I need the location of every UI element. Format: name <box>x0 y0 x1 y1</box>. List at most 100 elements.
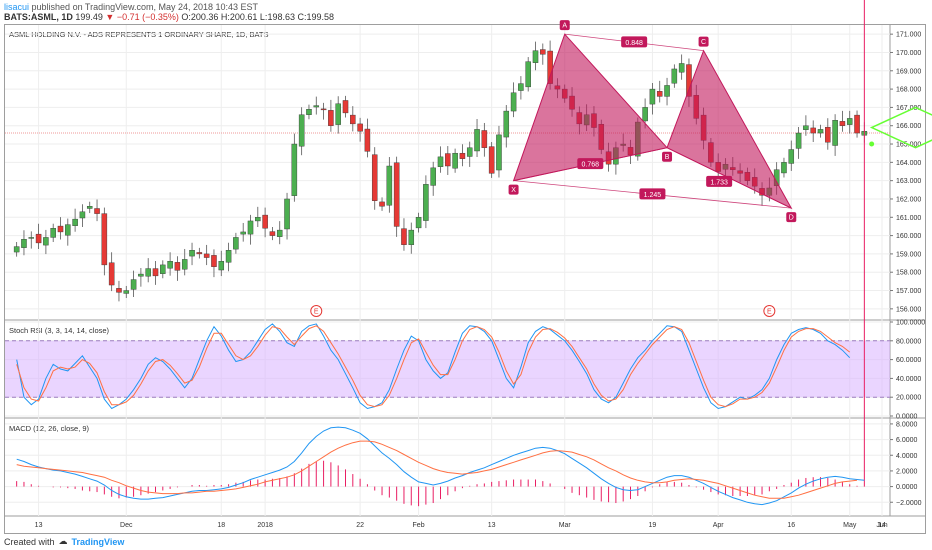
tradingview-brand[interactable]: TradingView <box>71 536 125 547</box>
candle-body <box>57 225 64 233</box>
candle-body <box>94 208 100 214</box>
candle-body <box>306 109 312 115</box>
x-tick-label: 19 <box>649 522 657 529</box>
candle-body <box>138 273 144 277</box>
projection-box <box>869 106 932 149</box>
candle-body <box>167 261 173 269</box>
x-tick-label: 14 <box>878 522 886 529</box>
publisher-line: lisacui published on TradingView.com, Ma… <box>4 2 258 12</box>
candle-body <box>488 146 495 174</box>
candle-body <box>174 262 181 271</box>
x-tick-label: Feb <box>413 522 425 529</box>
candle-body <box>262 214 268 229</box>
projection-dot <box>869 141 875 147</box>
candle-body <box>649 88 656 105</box>
tradingview-logo-icon: ☁ <box>58 536 68 546</box>
x-tick-label: 13 <box>488 522 496 529</box>
candle-body <box>218 261 225 271</box>
earnings-marker-label: E <box>314 309 319 316</box>
candle-body <box>466 147 473 157</box>
candle-body <box>35 233 42 244</box>
stoch-k-line <box>16 323 851 410</box>
candle-body <box>393 162 400 227</box>
candle-body <box>510 92 517 112</box>
chart-frame <box>4 24 926 534</box>
candle-body <box>854 114 860 134</box>
x-tick-label: Jun <box>876 522 887 529</box>
candle-body <box>342 100 349 114</box>
last-price: 199.49 <box>75 12 103 22</box>
price-y-tick-label: 161.000 <box>896 215 921 222</box>
candle-body <box>518 83 524 91</box>
pattern-point-badge <box>508 184 519 195</box>
price-y-tick-label: 166.000 <box>896 123 921 130</box>
footer-text: Created with <box>4 536 55 547</box>
author-link[interactable]: lisacui <box>4 2 30 12</box>
candle-body <box>145 268 151 277</box>
candle-body <box>203 253 210 258</box>
candle-body <box>678 63 685 73</box>
pattern-point-badge <box>786 212 797 223</box>
candle-body <box>496 134 502 171</box>
symbol-line: BATS:ASML, 1D 199.49 ▼ −0.71 (−0.35%) O:… <box>4 12 334 22</box>
stoch-y-tick-label: 80.0000 <box>896 338 921 345</box>
earnings-marker-icon <box>763 305 776 317</box>
candle-body <box>189 250 195 257</box>
candle-body <box>298 114 305 147</box>
candle-body <box>43 237 49 246</box>
candle-body <box>50 228 56 238</box>
footer: Created with ☁ TradingView <box>4 536 124 547</box>
candle-body <box>832 120 838 146</box>
pattern-point-label: C <box>701 39 706 46</box>
candle-body <box>320 108 327 111</box>
candle-body <box>225 250 232 263</box>
macd-title: MACD (12, 26, close, 9) <box>9 424 90 433</box>
candle-body <box>328 110 334 126</box>
candle-body <box>13 246 20 253</box>
candle-body <box>540 49 546 55</box>
candle-body <box>788 149 795 164</box>
candle-body <box>364 128 371 152</box>
x-tick-label: 2018 <box>257 522 273 529</box>
price-y-tick-label: 167.000 <box>896 105 921 112</box>
candle-body <box>481 130 488 148</box>
macd-y-tick-label: 8.0000 <box>896 421 918 428</box>
candle-body <box>503 110 510 138</box>
pattern-point-label: A <box>562 23 567 30</box>
candle-body <box>445 153 451 167</box>
stoch-rsi-title: Stoch RSI (3, 3, 14, 14, close) <box>9 326 110 335</box>
candle-body <box>313 105 320 108</box>
candle-body <box>386 165 393 206</box>
candle-body <box>839 121 846 126</box>
candle-body <box>28 237 35 239</box>
candle-body <box>781 162 787 174</box>
stoch-d-line <box>16 325 851 408</box>
pattern-point-badge <box>662 151 673 162</box>
candle-body <box>72 218 78 226</box>
symbol-label: BATS:ASML, 1D <box>4 12 73 22</box>
price-y-tick-label: 162.000 <box>896 196 921 203</box>
candle-body <box>211 255 217 267</box>
candle-body <box>415 217 422 229</box>
candle-body <box>459 152 466 159</box>
candle-body <box>196 252 203 255</box>
pattern-ratio-badge <box>706 175 733 187</box>
pattern-ratio-label: 0.768 <box>582 162 600 169</box>
candle-body <box>817 129 824 134</box>
candle-body <box>350 114 356 125</box>
candle-body <box>21 239 27 248</box>
candle-body <box>357 123 363 132</box>
candle-body <box>656 91 663 97</box>
pattern-ratio-label: 0.848 <box>625 40 643 47</box>
candle-body <box>79 211 86 219</box>
candle-body <box>247 220 254 235</box>
stoch-y-tick-label: 0.0000 <box>896 414 918 421</box>
macd-y-tick-label: 0.0000 <box>896 484 918 491</box>
candle-body <box>379 201 385 207</box>
candle-body <box>233 237 239 250</box>
x-tick-label: Dec <box>120 522 133 529</box>
x-tick-label: 22 <box>356 522 364 529</box>
price-y-tick-label: 159.000 <box>896 251 921 258</box>
pattern-ratio-label: 1.245 <box>644 192 662 199</box>
